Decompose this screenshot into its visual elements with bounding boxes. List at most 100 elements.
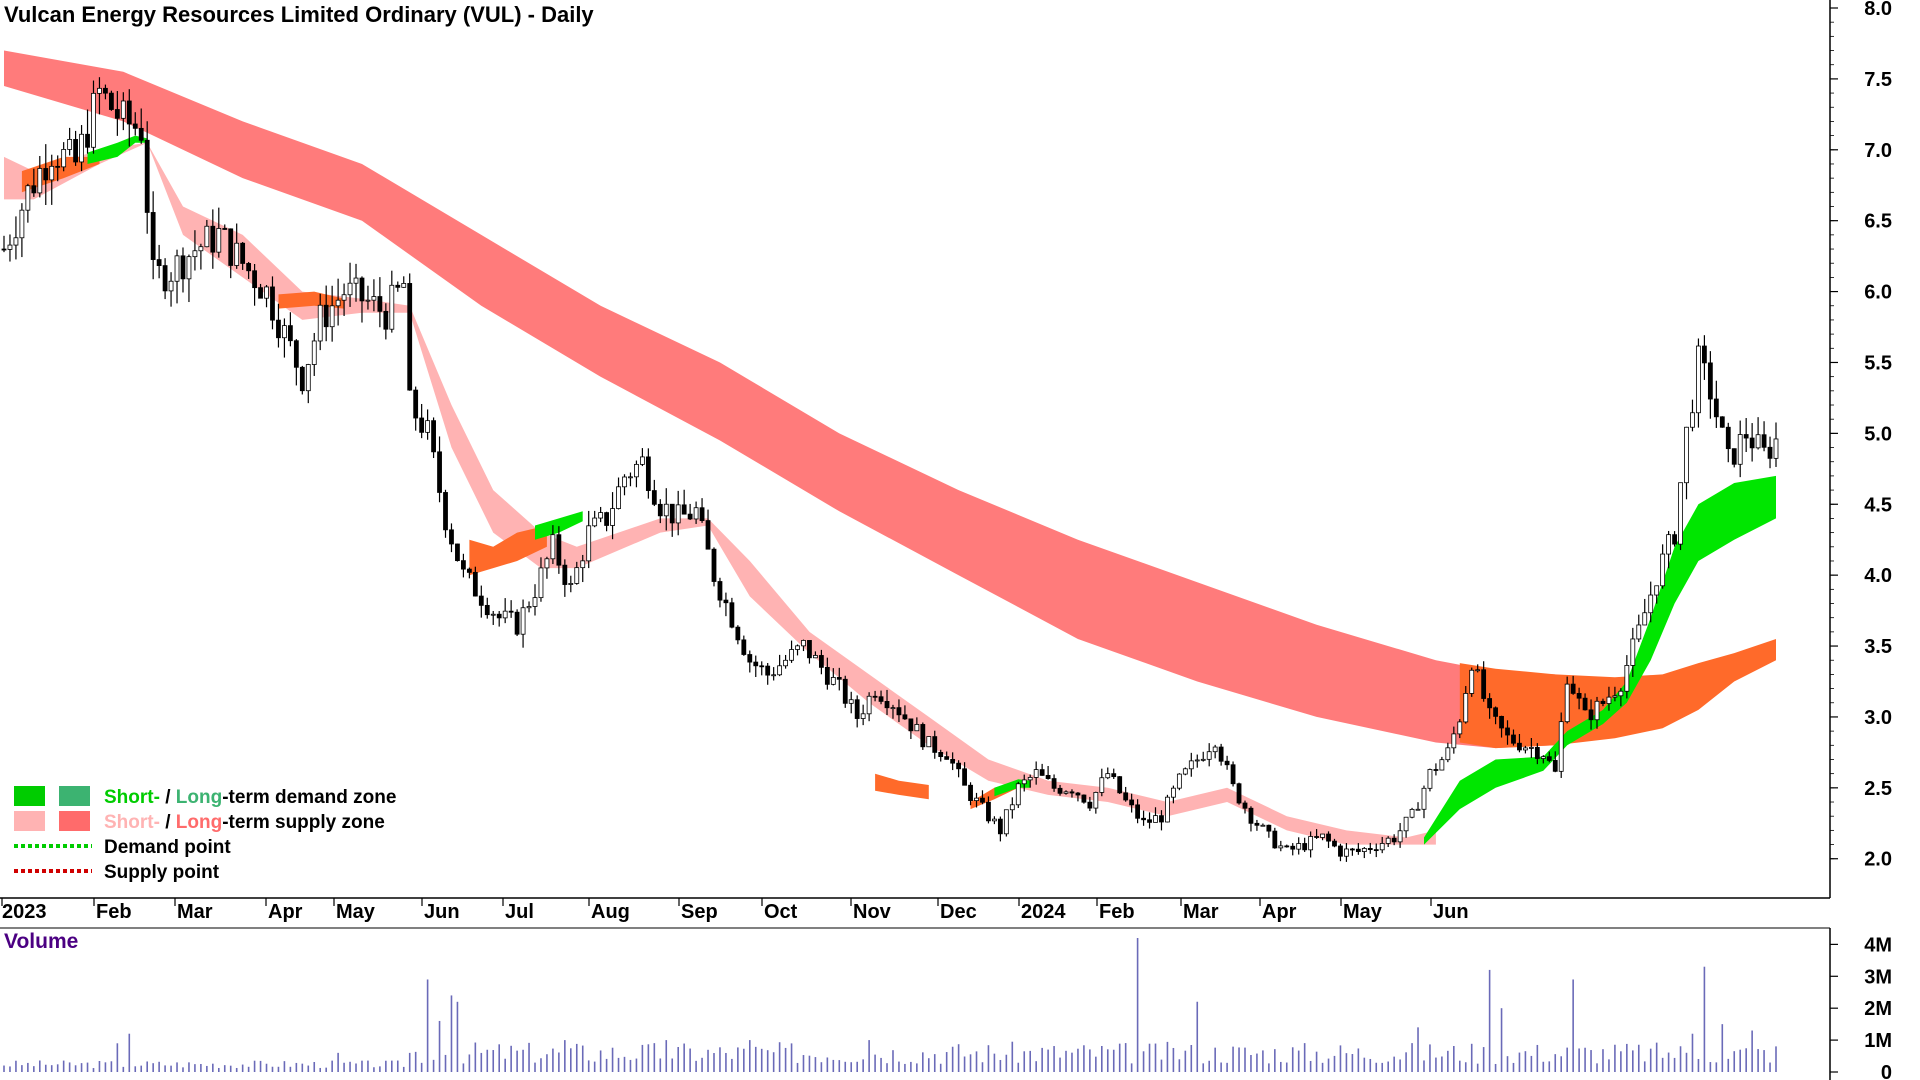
candle-body: [1332, 840, 1337, 847]
candle-body: [1379, 843, 1385, 851]
candle-body: [49, 165, 55, 181]
candle-body: [1475, 669, 1481, 672]
candle-body: [962, 768, 967, 786]
candle-body: [270, 286, 275, 321]
candle-body: [67, 139, 73, 150]
short-term-demand-segment: [87, 135, 148, 164]
candle-body: [765, 665, 771, 676]
candles-layer: [1, 77, 1779, 862]
x-tick-label: Feb: [1099, 901, 1135, 923]
candle-body: [556, 534, 562, 566]
candle-body: [1159, 815, 1164, 823]
candle-body: [455, 543, 460, 562]
candle-body: [1690, 412, 1695, 428]
candle-body: [1027, 777, 1033, 781]
candle-body: [1451, 733, 1457, 749]
candle-body: [13, 237, 19, 246]
candle-body: [771, 674, 777, 677]
candle-body: [1684, 426, 1689, 484]
candle-body: [1111, 773, 1117, 778]
candle-body: [681, 504, 687, 515]
candle-body: [896, 707, 902, 716]
price-tick-label: 5.0: [1864, 423, 1892, 445]
candle-body: [276, 319, 281, 339]
candle-body: [1212, 746, 1218, 753]
candle-body: [968, 784, 973, 801]
volume-tick-label: 0: [1881, 1062, 1892, 1080]
candle-body: [1761, 434, 1767, 448]
candle-body: [717, 581, 723, 601]
candle-body: [1588, 709, 1594, 721]
candle-body: [1702, 345, 1707, 364]
candle-body: [1051, 778, 1057, 789]
candle-body: [604, 512, 609, 526]
candle-body: [150, 212, 156, 260]
candle-body: [848, 699, 854, 704]
candle-body: [1642, 612, 1648, 626]
volume-title: Volume: [4, 930, 78, 953]
candle-body: [598, 512, 604, 519]
candle-body: [1, 248, 7, 251]
x-tick-label: Oct: [764, 901, 798, 923]
candle-body: [1576, 693, 1582, 699]
candle-body: [7, 244, 13, 250]
candle-body: [252, 270, 257, 289]
candle-body: [866, 695, 872, 715]
candle-body: [103, 87, 108, 94]
candle-body: [997, 818, 1003, 835]
candle-body: [920, 724, 926, 748]
candle-body: [91, 92, 96, 148]
candle-body: [258, 287, 263, 299]
candle-body: [1409, 808, 1415, 818]
candle-body: [449, 529, 454, 545]
candle-body: [73, 139, 78, 163]
legend-short-supply-swatch: [14, 811, 45, 831]
candle-body: [944, 756, 950, 760]
candle-body: [419, 417, 425, 433]
legend-short-demand-swatch: [14, 786, 45, 806]
candle-body: [795, 645, 800, 650]
candle-body: [120, 100, 126, 119]
candle-body: [986, 801, 991, 822]
candle-body: [25, 185, 31, 211]
candle-body: [246, 263, 252, 272]
candle-body: [1361, 848, 1367, 852]
candle-body: [1338, 845, 1343, 857]
candle-body: [162, 265, 168, 292]
candle-body: [759, 665, 765, 668]
candle-body: [723, 599, 729, 604]
candle-body: [1349, 848, 1355, 851]
candle-body: [1081, 794, 1087, 803]
candle-body: [1272, 830, 1278, 849]
legend-long-demand-swatch: [59, 786, 90, 806]
candle-body: [639, 456, 645, 465]
candle-body: [938, 752, 944, 758]
candle-body: [914, 724, 920, 732]
candle-body: [371, 296, 377, 301]
candle-body: [651, 490, 657, 505]
candle-body: [693, 507, 699, 520]
candle-body: [293, 340, 299, 368]
candle-body: [43, 168, 49, 181]
candle-body: [842, 678, 848, 704]
candle-body: [1260, 824, 1266, 827]
candle-body: [956, 762, 962, 770]
candle-body: [657, 503, 663, 517]
legend-supply-zone-label: Short- / Long-term supply zone: [104, 812, 385, 833]
candle-body: [1630, 638, 1636, 666]
candle-body: [210, 225, 216, 253]
candle-body: [992, 818, 997, 822]
candle-body: [675, 504, 681, 524]
candle-body: [1153, 815, 1158, 823]
candle-body: [1135, 804, 1141, 819]
candle-body: [699, 507, 705, 521]
candle-body: [431, 420, 436, 453]
candle-body: [705, 520, 711, 550]
candle-body: [347, 282, 353, 296]
candle-body: [789, 649, 794, 661]
candle-body: [108, 92, 114, 110]
candle-body: [168, 280, 174, 292]
price-tick-label: 4.5: [1864, 494, 1892, 516]
volume-tick-label: 2M: [1864, 998, 1892, 1020]
legend-long-supply-swatch: [59, 811, 90, 831]
